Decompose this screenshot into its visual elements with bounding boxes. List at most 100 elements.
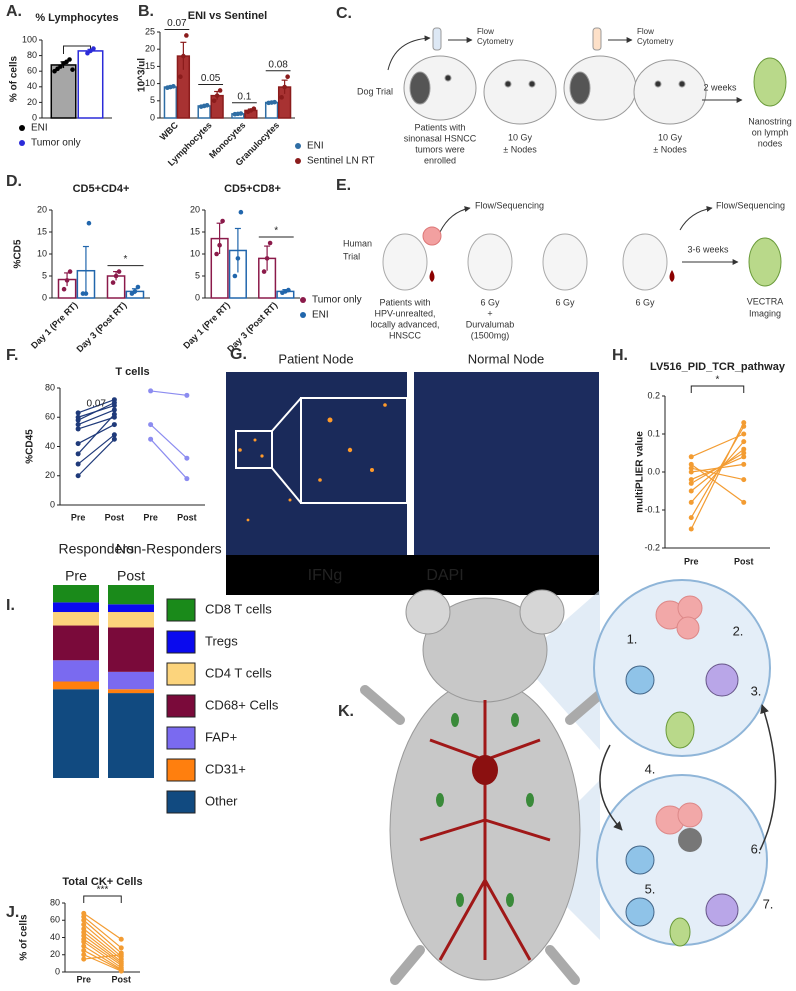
data-point: [118, 945, 124, 951]
y-tick-label: 60: [50, 915, 60, 925]
pair-line: [83, 931, 122, 963]
y-tick-label: 10: [190, 248, 200, 258]
step-number: 4.: [645, 761, 656, 776]
data-point: [688, 515, 694, 521]
y-tick-label: 0: [195, 292, 200, 302]
enroll-label: Patients with: [379, 297, 430, 307]
data-point: [741, 450, 747, 456]
dose-label: ± Nodes: [503, 144, 537, 154]
data-point: [81, 922, 87, 928]
data-point: [272, 99, 277, 105]
legend-label: Tregs: [205, 633, 238, 648]
data-point: [81, 956, 87, 962]
panel-letter: D.: [6, 173, 22, 190]
x-tick-label: Pre: [143, 512, 158, 522]
y-tick-label: 0: [50, 499, 55, 509]
y-tick-label: 15: [190, 226, 200, 236]
data-point: [118, 936, 124, 942]
y-tick-label: 40: [27, 81, 37, 91]
chart-title: CD5+CD8+: [224, 183, 281, 195]
legend-swatch: [166, 630, 196, 654]
y-tick-label: 40: [50, 932, 60, 942]
dose-label: 10 Gy: [508, 132, 533, 142]
legend-swatch: [166, 662, 196, 686]
legend-label: Tumor only: [31, 138, 81, 149]
y-axis-label: %CD45: [25, 429, 36, 464]
data-point: [75, 410, 81, 416]
legend-swatch: [166, 694, 196, 718]
pair-line: [690, 448, 745, 492]
legend-swatch: [166, 598, 196, 622]
y-tick-label: -0.2: [644, 542, 660, 552]
y-tick-label: 0: [55, 966, 60, 976]
data-point: [279, 95, 284, 100]
panel-letter: K.: [338, 703, 354, 720]
data-point: [118, 952, 124, 958]
data-point: [91, 46, 96, 51]
pair-line: [83, 954, 122, 972]
pair-line: [83, 919, 122, 954]
data-point: [741, 431, 747, 437]
enroll-label: Patients with: [414, 122, 465, 132]
x-tick-label: Post: [105, 512, 125, 522]
step-number: 3.: [751, 683, 762, 698]
endpoint-label: Imaging: [749, 308, 781, 318]
annotation: 0.07: [87, 399, 107, 410]
bar-segment: [108, 693, 154, 778]
panel-letter: B.: [138, 3, 154, 20]
y-tick-label: 5: [195, 270, 200, 280]
data-point: [61, 286, 67, 292]
image-title: Patient Node: [278, 351, 353, 366]
legend-label: Sentinel LN RT: [307, 156, 375, 167]
chart-title: Total CK+ Cells: [62, 876, 142, 888]
data-point: [688, 480, 694, 486]
step-number: 2.: [733, 623, 744, 638]
data-point: [235, 256, 241, 261]
enroll-label: sinonasal HSNCC: [404, 133, 477, 143]
legend-label: Tumor only: [312, 295, 362, 306]
bar-segment: [108, 585, 154, 605]
annotation: *: [124, 254, 128, 265]
data-point: [111, 403, 117, 409]
panel-letter: I.: [6, 597, 15, 614]
data-point: [741, 499, 747, 505]
data-point: [83, 291, 89, 296]
data-point: [238, 111, 244, 116]
y-tick-label: 5: [42, 270, 47, 280]
pair-line: [77, 399, 115, 414]
group-label: Responders: [59, 541, 135, 557]
legend-label: Other: [205, 793, 238, 808]
imaging-art: [226, 372, 599, 595]
chart-title: CD5+CD4+: [73, 183, 130, 195]
bar-segment: [53, 602, 99, 613]
bar-segment: [108, 627, 154, 672]
legend-label: CD31+: [205, 761, 246, 776]
data-point: [741, 439, 747, 445]
y-tick-label: 80: [45, 382, 55, 392]
bar-segment: [53, 660, 99, 682]
y-tick-label: 10: [37, 248, 47, 258]
pair-line: [77, 409, 115, 426]
legend-swatch: [166, 790, 196, 814]
pair-line: [83, 945, 122, 970]
data-point: [741, 423, 747, 429]
data-point: [111, 397, 117, 403]
dog-trial-art: [387, 27, 787, 125]
dose-label: +: [487, 308, 492, 318]
enroll-label: HNSCC: [389, 330, 422, 340]
y-tick-label: 10: [145, 78, 155, 88]
step-label: Cytometry: [477, 37, 513, 46]
bar-segment: [108, 689, 154, 694]
pair-line: [77, 416, 115, 430]
data-point: [184, 33, 189, 38]
data-point: [264, 256, 270, 261]
endpoint-label: on lymph: [752, 127, 789, 137]
data-point: [116, 269, 122, 274]
x-tick-label: Pre: [76, 974, 91, 984]
chart-title: T cells: [115, 366, 149, 378]
data-point: [81, 939, 87, 945]
bar-segment: [53, 689, 99, 778]
data-point: [64, 278, 70, 283]
panel-letter: E.: [336, 177, 351, 194]
data-point: [81, 943, 87, 949]
